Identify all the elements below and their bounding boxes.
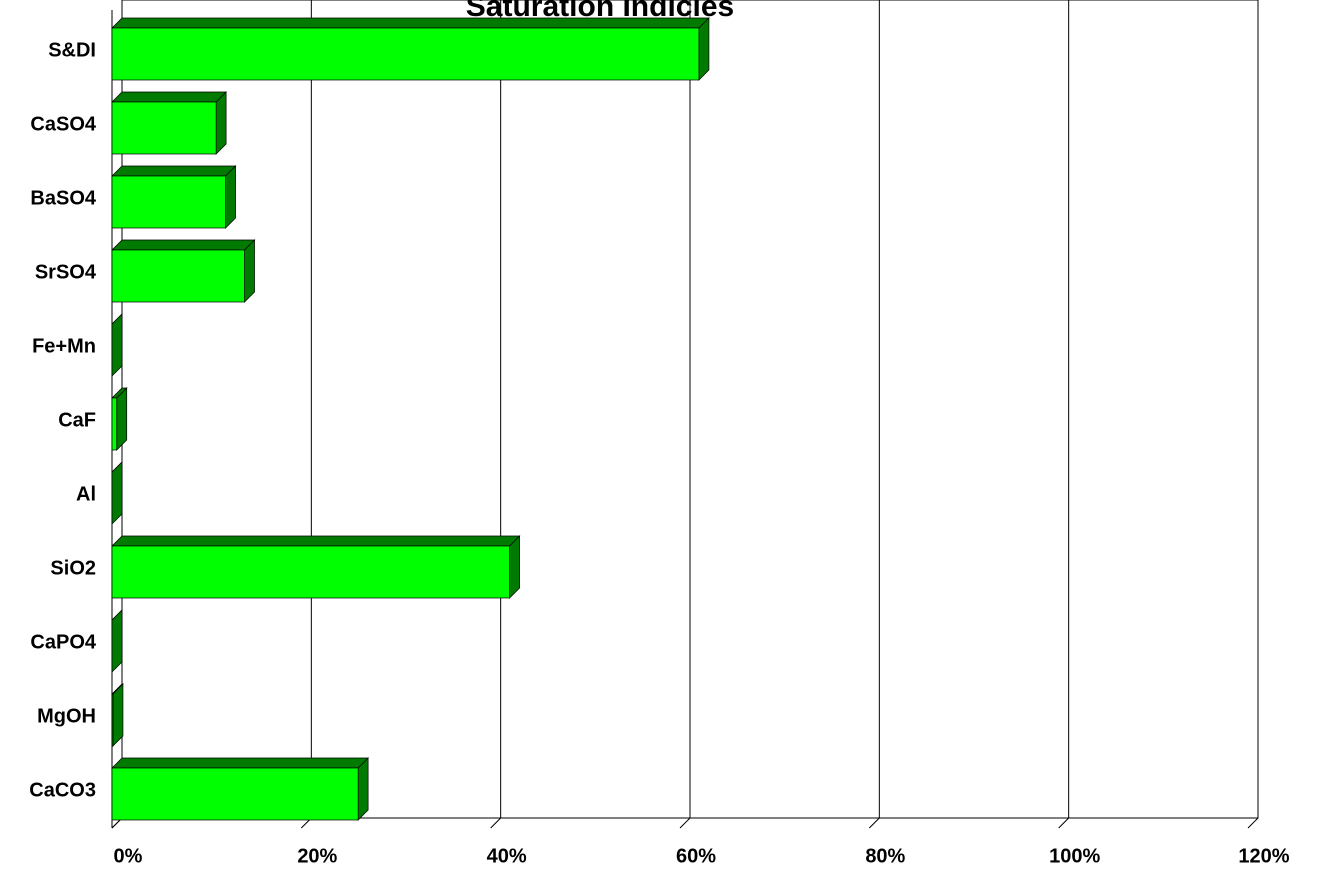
bar bbox=[111, 397, 118, 451]
y-tick-label: CaCO3 bbox=[29, 779, 96, 801]
x-tick-label: 0% bbox=[114, 845, 143, 867]
bar-side bbox=[116, 387, 128, 451]
bar-top bbox=[111, 535, 521, 547]
y-tick-label: BaSO4 bbox=[30, 187, 96, 209]
floor-line bbox=[490, 817, 502, 829]
y-tick-label: CaSO4 bbox=[30, 113, 96, 135]
y-tick-label: CaPO4 bbox=[30, 631, 96, 653]
y-tick-label: S&DI bbox=[48, 39, 96, 61]
bar bbox=[111, 101, 217, 155]
floor-line bbox=[679, 817, 691, 829]
bar-side bbox=[112, 683, 124, 747]
x-tick-label: 60% bbox=[676, 845, 716, 867]
floor-line bbox=[868, 817, 880, 829]
y-tick-label: MgOH bbox=[37, 705, 96, 727]
y-tick-label: SrSO4 bbox=[35, 261, 97, 283]
y-tick-label: SiO2 bbox=[50, 557, 96, 579]
y-tick-label: CaF bbox=[58, 409, 96, 431]
x-tick-label: 20% bbox=[297, 845, 337, 867]
x-tick-label: 100% bbox=[1049, 845, 1100, 867]
floor-line bbox=[1247, 817, 1259, 829]
bar bbox=[111, 545, 510, 599]
y-tick-label: Fe+Mn bbox=[32, 335, 96, 357]
bar bbox=[111, 175, 226, 229]
bar-top bbox=[111, 165, 237, 177]
bar-side bbox=[357, 757, 369, 821]
bar-side bbox=[244, 239, 255, 303]
bar-top bbox=[111, 239, 256, 251]
bar-side bbox=[215, 91, 227, 155]
floor-line bbox=[1058, 817, 1070, 829]
bar-side bbox=[225, 165, 236, 229]
bar-side bbox=[509, 535, 520, 599]
x-tick-label: 40% bbox=[487, 845, 527, 867]
bar bbox=[111, 767, 359, 821]
bar-top bbox=[111, 17, 710, 29]
bar-side bbox=[698, 17, 710, 81]
bar-side bbox=[111, 461, 123, 525]
bar-side bbox=[111, 313, 123, 377]
bar bbox=[111, 27, 700, 81]
bar bbox=[111, 249, 245, 303]
x-tick-label: 80% bbox=[865, 845, 905, 867]
bar bbox=[111, 693, 114, 747]
y-tick-label: Al bbox=[76, 483, 96, 505]
bar-top bbox=[111, 91, 227, 103]
bar-side bbox=[111, 609, 123, 673]
chart-title: Saturation Indicies bbox=[466, 0, 734, 23]
x-tick-label: 120% bbox=[1238, 845, 1289, 867]
bar-top bbox=[111, 757, 369, 769]
